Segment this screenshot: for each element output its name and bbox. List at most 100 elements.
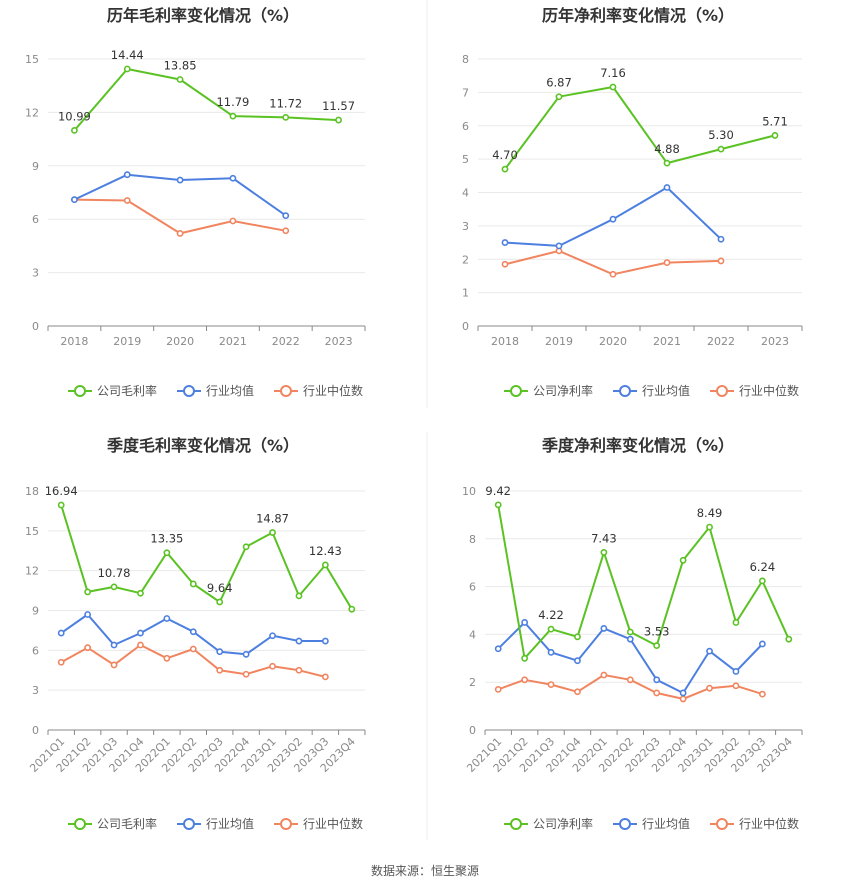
chart-title: 历年净利率变化情况（%） (542, 6, 734, 25)
data-point (600, 671, 608, 679)
series-line (497, 504, 790, 660)
data-point (501, 165, 509, 173)
data-point (110, 661, 118, 669)
chart-2: 历年净利率变化情况（%） 0 1 2 3 4 5 6 7 8 2018 2019 2020 2021 202… (462, 6, 803, 398)
data-point (547, 625, 555, 633)
data-label: 5.71 (762, 114, 788, 128)
data-point (501, 239, 509, 246)
x-tick-label: 2021 (219, 335, 247, 348)
y-tick-label: 6 (32, 213, 39, 226)
series-avg (71, 171, 290, 220)
data-point (732, 619, 740, 626)
data-point (600, 625, 608, 632)
data-point (501, 260, 509, 268)
data-label: 9.42 (485, 484, 511, 498)
data-point (189, 645, 197, 653)
data-point (242, 650, 250, 658)
data-point (216, 666, 224, 674)
data-point (609, 215, 617, 223)
data-point (732, 668, 740, 675)
legend-swatch-marker (280, 818, 292, 830)
data-label: 10.99 (58, 109, 91, 123)
data-point (706, 523, 713, 531)
data-point (282, 113, 290, 121)
data-label: 12.43 (309, 544, 342, 558)
chart-4: 季度净利率变化情况（%）02468102021Q12021Q22021Q3202… (462, 436, 803, 831)
legend-label: 行业中位数 (303, 816, 363, 831)
data-label: 11.79 (216, 95, 249, 109)
x-tick-label: 2020 (599, 335, 627, 348)
legend-item-median: 行业中位数 (710, 383, 799, 398)
y-tick-label: 3 (462, 220, 469, 233)
data-label: 4.70 (492, 148, 518, 162)
data-point (348, 605, 356, 613)
legend-item-company: 公司净利率 (504, 816, 593, 831)
legend-swatch-marker (510, 385, 522, 397)
data-point (216, 598, 224, 606)
legend-swatch-marker (619, 385, 631, 397)
series-line (73, 68, 339, 132)
x-tick-label: 2023 (761, 335, 789, 348)
data-point (229, 112, 237, 120)
data-point (626, 635, 634, 643)
data-point (269, 529, 276, 536)
legend-label: 行业均值 (206, 383, 254, 398)
series-median (71, 196, 290, 237)
data-point (269, 662, 276, 670)
chart-3: 季度毛利率变化情况（%）03691215182021Q12021Q22021Q3… (25, 436, 366, 831)
data-point (176, 176, 184, 184)
legend-swatch-marker (716, 385, 728, 397)
x-tick-label: 2021 (653, 335, 681, 348)
data-label: 7.16 (600, 66, 626, 80)
legend-label: 行业均值 (206, 816, 254, 831)
data-point (295, 666, 303, 674)
data-point (321, 673, 329, 681)
legend-swatch-marker (280, 385, 292, 397)
legend: 公司净利率 行业均值 行业中位数 (504, 383, 799, 398)
data-label: 13.35 (150, 532, 183, 546)
data-point (123, 171, 131, 179)
legend-label: 行业均值 (642, 383, 690, 398)
data-point (785, 635, 793, 643)
data-point (600, 549, 608, 556)
series-company: 4.70 6.87 7.16 4.88 5.30 5.71 (492, 66, 788, 173)
chart-title: 季度净利率变化情况（%） (541, 436, 734, 455)
legend-item-median: 行业中位数 (710, 816, 799, 831)
y-tick-label: 12 (25, 106, 39, 119)
data-point (321, 637, 329, 645)
legend: 公司毛利率 行业均值 行业中位数 (68, 383, 363, 398)
series-line (60, 504, 353, 610)
data-point (663, 159, 671, 167)
data-label: 13.85 (164, 58, 197, 72)
series-company: 9.42 4.22 7.43 3.53 8.49 6.24 (485, 484, 793, 662)
data-point (706, 647, 713, 655)
legend-label: 行业均值 (642, 816, 690, 831)
data-point (110, 641, 118, 649)
legend-label: 公司净利率 (533, 383, 593, 398)
legend-swatch-marker (716, 818, 728, 830)
legend-label: 公司毛利率 (97, 816, 157, 831)
data-label: 6.24 (750, 560, 776, 574)
x-tick-label: 2023 (325, 335, 353, 348)
data-point (732, 682, 740, 690)
y-tick-label: 9 (32, 605, 39, 618)
data-label: 14.87 (256, 512, 289, 526)
data-point (110, 583, 118, 591)
legend-swatch-marker (183, 385, 195, 397)
y-tick-label: 4 (469, 628, 476, 641)
y-tick-label: 12 (25, 565, 39, 578)
data-point (758, 577, 766, 585)
data-point (137, 589, 144, 597)
data-point (176, 76, 184, 83)
data-point (321, 561, 329, 569)
data-point (84, 611, 92, 618)
y-tick-label: 7 (462, 86, 469, 99)
series-median (501, 247, 725, 278)
data-point (609, 270, 617, 278)
y-tick-label: 0 (32, 724, 39, 737)
data-point (57, 501, 65, 509)
data-point (229, 217, 237, 225)
legend-item-company: 公司毛利率 (68, 816, 157, 831)
